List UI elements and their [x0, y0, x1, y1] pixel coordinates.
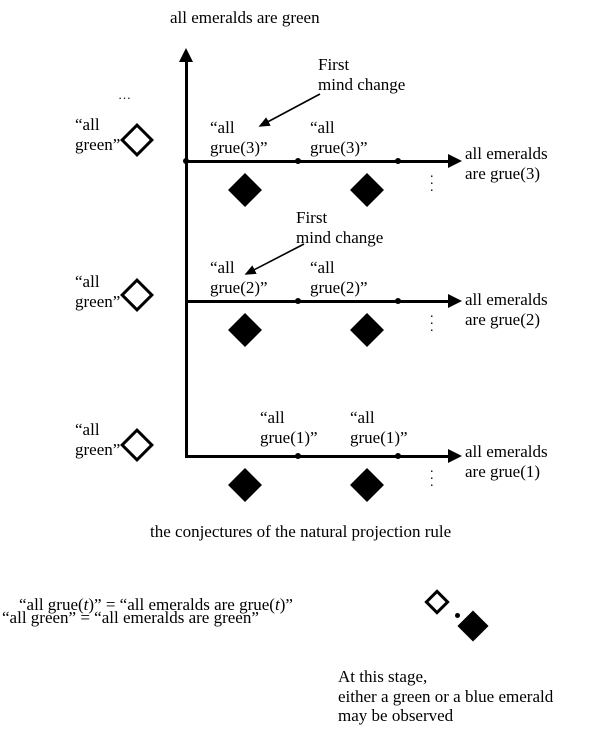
row3-axis: [185, 160, 450, 163]
legend-hollow-diamond-icon: [424, 589, 449, 614]
row3-colB-label: “all grue(3)”: [310, 118, 368, 157]
row2-axis: [185, 300, 450, 303]
row2-filled-diamond-a-icon: [228, 313, 262, 347]
row3-left-label: “all green”: [75, 115, 120, 154]
row3-colA-label: “all grue(3)”: [210, 118, 268, 157]
row2-colB-label: “all grue(2)”: [310, 258, 368, 297]
row1-axis: [185, 455, 450, 458]
row3-tick2-dot-icon: [395, 158, 401, 164]
diagram-stage: all emeralds are green … First mind chan…: [0, 0, 603, 750]
row3-origin-dot-icon: [183, 158, 189, 164]
row3-tick1-dot-icon: [295, 158, 301, 164]
row2-tick1-dot-icon: [295, 298, 301, 304]
row3-hollow-diamond-icon: [120, 123, 154, 157]
row2-left-label: “all green”: [75, 272, 120, 311]
legend-filled-diamond-icon: [457, 610, 488, 641]
row2-filled-diamond-b-icon: [350, 313, 384, 347]
row2-tick2-dot-icon: [395, 298, 401, 304]
row3-filled-diamond-a-icon: [228, 173, 262, 207]
row1-left-label: “all green”: [75, 420, 120, 459]
row3-right-label: all emeralds are grue(3): [465, 144, 548, 183]
mind-change-label-3: First mind change: [318, 55, 405, 94]
row1-filled-diamond-b-icon: [350, 468, 384, 502]
bottom-note: At this stage, either a green or a blue …: [338, 667, 553, 726]
top-ellipsis: …: [118, 88, 131, 103]
row1-right-label: all emeralds are grue(1): [465, 442, 548, 481]
row1-tick1-dot-icon: [295, 453, 301, 459]
mid-caption: the conjectures of the natural projectio…: [150, 522, 451, 542]
row1-axis-arrowhead: [448, 449, 462, 463]
vertical-axis-arrowhead: [179, 48, 193, 62]
row3-axis-arrowhead: [448, 154, 462, 168]
top-title: all emeralds are green: [170, 8, 320, 28]
vertical-axis: [185, 60, 188, 455]
row1-tick2-dot-icon: [395, 453, 401, 459]
row1-colA-label: “all grue(1)”: [260, 408, 318, 447]
row2-hollow-diamond-icon: [120, 278, 154, 312]
legend-line-2: “all green” = “all emeralds are green”: [2, 608, 259, 628]
row2-colA-label: “all grue(2)”: [210, 258, 268, 297]
row1-hollow-diamond-icon: [120, 428, 154, 462]
row1-filled-diamond-a-icon: [228, 468, 262, 502]
row1-colB-label: “all grue(1)”: [350, 408, 408, 447]
row3-filled-diamond-b-icon: [350, 173, 384, 207]
row1-continuation-dots-icon: ...: [430, 465, 433, 486]
row2-axis-arrowhead: [448, 294, 462, 308]
row2-continuation-dots-icon: ...: [430, 310, 433, 331]
row2-right-label: all emeralds are grue(2): [465, 290, 548, 329]
legend-center-dot-icon: [455, 613, 460, 618]
row3-continuation-dots-icon: ...: [430, 170, 433, 191]
